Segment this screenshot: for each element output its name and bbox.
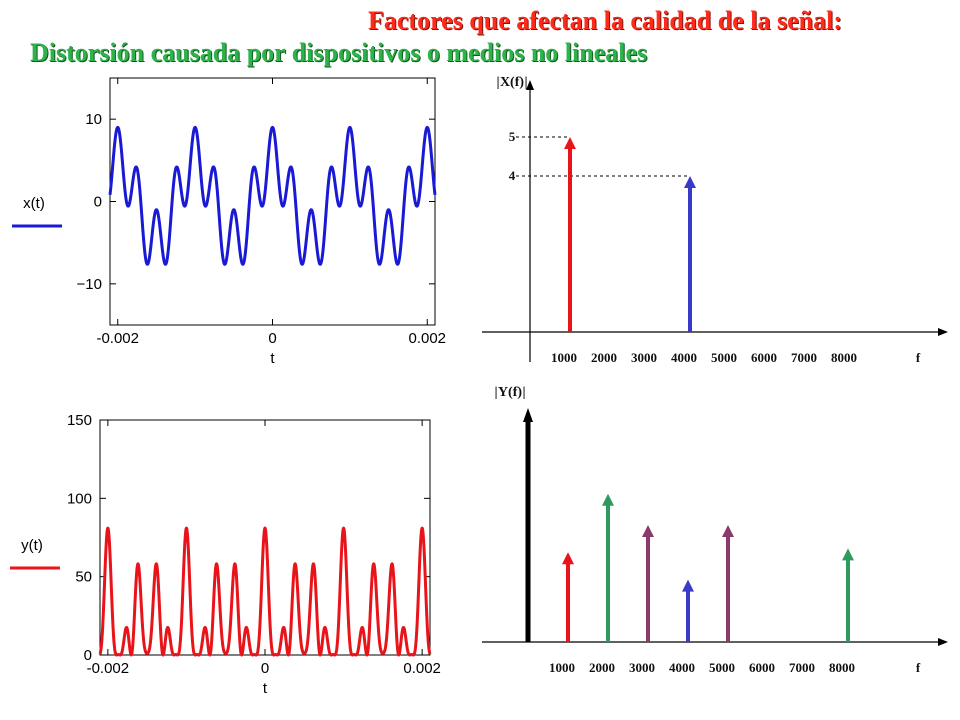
spectrum-title: Y(f) — [498, 385, 522, 400]
freq-tick-label: 5000 — [709, 660, 735, 675]
y-tick-label: 0 — [84, 647, 92, 664]
x-time-plot: -0.002 0 0.002 10 0 −10 t x(t) — [12, 77, 446, 367]
y-tick-label: 10 — [85, 111, 102, 128]
freq-tick-label: 4000 — [671, 350, 697, 365]
spectral-arrowhead — [562, 552, 574, 565]
spectral-arrowhead — [682, 579, 694, 592]
freq-tick-label: 2000 — [591, 350, 617, 365]
freq-tick-label: 3000 — [631, 350, 657, 365]
legend-label: y(t) — [21, 537, 43, 554]
x-axis-label: t — [263, 680, 268, 697]
y-tick-label: −10 — [77, 276, 102, 293]
spectral-arrowhead — [722, 525, 734, 537]
spectral-arrowhead — [602, 493, 614, 506]
x-tick-label: 0.002 — [408, 330, 446, 347]
freq-axis-label: f — [916, 660, 921, 675]
freq-axis-label: f — [916, 350, 921, 365]
freq-tick-label: 8000 — [831, 350, 857, 365]
freq-tick-label: 1000 — [549, 660, 575, 675]
x-axis-label: t — [270, 350, 275, 367]
abs-bar-right: | — [524, 75, 527, 90]
slide-subtitle: Distorsión causada por dispositivos o me… — [30, 38, 648, 67]
plot-frame — [109, 77, 436, 326]
freq-tick-label: 4000 — [669, 660, 695, 675]
freq-tick-label: 8000 — [829, 660, 855, 675]
freq-tick-label: 6000 — [749, 660, 775, 675]
freq-tick-label: 2000 — [589, 660, 615, 675]
y-tick-label: 50 — [75, 569, 92, 586]
y-tick-label: 0 — [94, 194, 102, 211]
value-mark-label: 5 — [509, 129, 516, 144]
freq-tick-label: 6000 — [751, 350, 777, 365]
freq-tick-label: 1000 — [551, 350, 577, 365]
spectral-arrowhead — [564, 137, 576, 149]
signal-curve — [108, 125, 437, 266]
slide-title: Factores que afectan la calidad de la se… — [368, 6, 842, 35]
spectral-arrowhead — [642, 525, 654, 537]
dc-arrowhead — [523, 408, 533, 422]
x-tick-label: 0 — [268, 330, 276, 347]
freq-axis-arrow — [938, 328, 948, 336]
abs-bar-right: | — [522, 385, 525, 400]
x-tick-label: 0 — [261, 660, 269, 677]
x-tick-label: 0.002 — [403, 660, 441, 677]
freq-tick-label: 5000 — [711, 350, 737, 365]
spectral-arrowhead — [842, 548, 854, 561]
spectrum-title: X(f) — [500, 75, 524, 90]
freq-tick-label: 7000 — [789, 660, 815, 675]
value-mark-label: 4 — [509, 168, 516, 183]
signal-curve — [98, 526, 432, 657]
y-tick-label: 100 — [67, 490, 92, 507]
abs-bar-left: | — [494, 385, 497, 400]
spectral-arrowhead — [684, 176, 696, 188]
y-tick-label: 150 — [67, 412, 92, 429]
abs-bar-left: | — [496, 75, 499, 90]
x-spectrum-plot: | |X(f) 1000 2000 3000 4000 5000 6000 7000 8000 f 5… — [482, 75, 948, 365]
x-tick-label: -0.002 — [87, 660, 130, 677]
legend-label: x(t) — [23, 195, 45, 212]
y-spectrum-plot: | |Y(f) 1000 2000 3000 4000 5000 6000 7000 8000 f — [482, 385, 948, 675]
mag-axis-arrow — [526, 80, 534, 90]
freq-axis-arrow — [938, 638, 948, 646]
freq-tick-label: 7000 — [791, 350, 817, 365]
freq-tick-label: 3000 — [629, 660, 655, 675]
x-tick-label: -0.002 — [96, 330, 139, 347]
